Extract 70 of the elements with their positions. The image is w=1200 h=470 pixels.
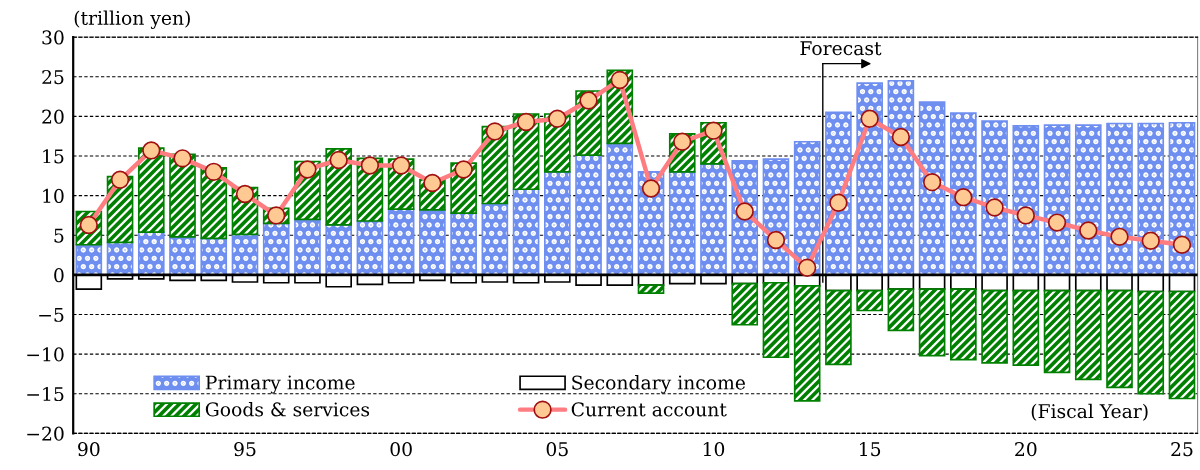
legend-label: Goods & services [205, 401, 370, 417]
bar [856, 82, 883, 276]
bar [1137, 290, 1165, 395]
y-tick-label: −20 [27, 426, 64, 441]
bar [1168, 290, 1196, 400]
bar [1012, 289, 1040, 367]
bar [887, 288, 915, 332]
bar [356, 220, 384, 276]
x-tick-label: 20 [1015, 442, 1037, 457]
bar [512, 188, 540, 276]
x-tick-label: 25 [1171, 442, 1193, 457]
x-tick-label: 05 [546, 442, 568, 457]
bar [1074, 289, 1102, 381]
bar [543, 171, 571, 276]
bar [450, 212, 477, 276]
bar [1074, 124, 1102, 276]
bar [200, 237, 228, 276]
bar [887, 79, 915, 276]
bar [294, 218, 321, 276]
x-tick-label: 15 [860, 442, 881, 457]
bar [1137, 122, 1165, 276]
y-tick-label: 15 [43, 149, 64, 164]
bar [825, 289, 852, 366]
bar [950, 112, 977, 276]
y-tick-label: 5 [54, 228, 64, 243]
y-tick-label: 30 [42, 30, 64, 45]
bar [1043, 289, 1071, 374]
bar [637, 284, 665, 294]
legend-label: Current account [571, 402, 727, 417]
x-tick-label: 90 [78, 442, 100, 457]
bar [419, 209, 446, 276]
y-axis-title: (trillion yen) [74, 10, 190, 29]
bar [918, 288, 946, 357]
x-axis-title: (Fiscal Year) [1031, 403, 1148, 421]
bar [606, 142, 634, 276]
bar [1168, 121, 1196, 276]
ref-line-label: Forecast [800, 41, 882, 56]
y-tick-label: 20 [42, 109, 64, 124]
bar [668, 171, 696, 276]
y-tick-label: −10 [27, 347, 64, 362]
bar [856, 289, 883, 312]
bar [137, 231, 165, 276]
bar [575, 154, 602, 276]
bar [762, 281, 790, 359]
y-tick-label: −5 [39, 307, 64, 322]
bar [1012, 125, 1040, 276]
bar [918, 101, 946, 276]
bar [325, 224, 353, 276]
bar [169, 235, 196, 276]
bar [387, 208, 415, 276]
bar [793, 285, 821, 402]
legend-label: Secondary income [572, 375, 745, 394]
y-tick-label: 10 [43, 188, 64, 203]
bar [262, 222, 290, 276]
bar [481, 202, 509, 276]
y-tick-label: 0 [54, 268, 64, 283]
bar [1106, 122, 1133, 276]
bar [1043, 124, 1071, 276]
x-tick-label: 95 [234, 442, 256, 457]
bar [1106, 289, 1133, 389]
legend-label: Primary income [205, 375, 355, 394]
y-tick-label: −15 [27, 386, 64, 402]
bar [981, 289, 1008, 364]
x-tick-label: 00 [390, 442, 412, 457]
bar [950, 288, 977, 361]
bar [731, 282, 759, 326]
x-tick-label: 10 [703, 442, 725, 457]
y-tick-label: 25 [42, 69, 64, 85]
bar [700, 163, 727, 276]
bar [981, 120, 1008, 276]
